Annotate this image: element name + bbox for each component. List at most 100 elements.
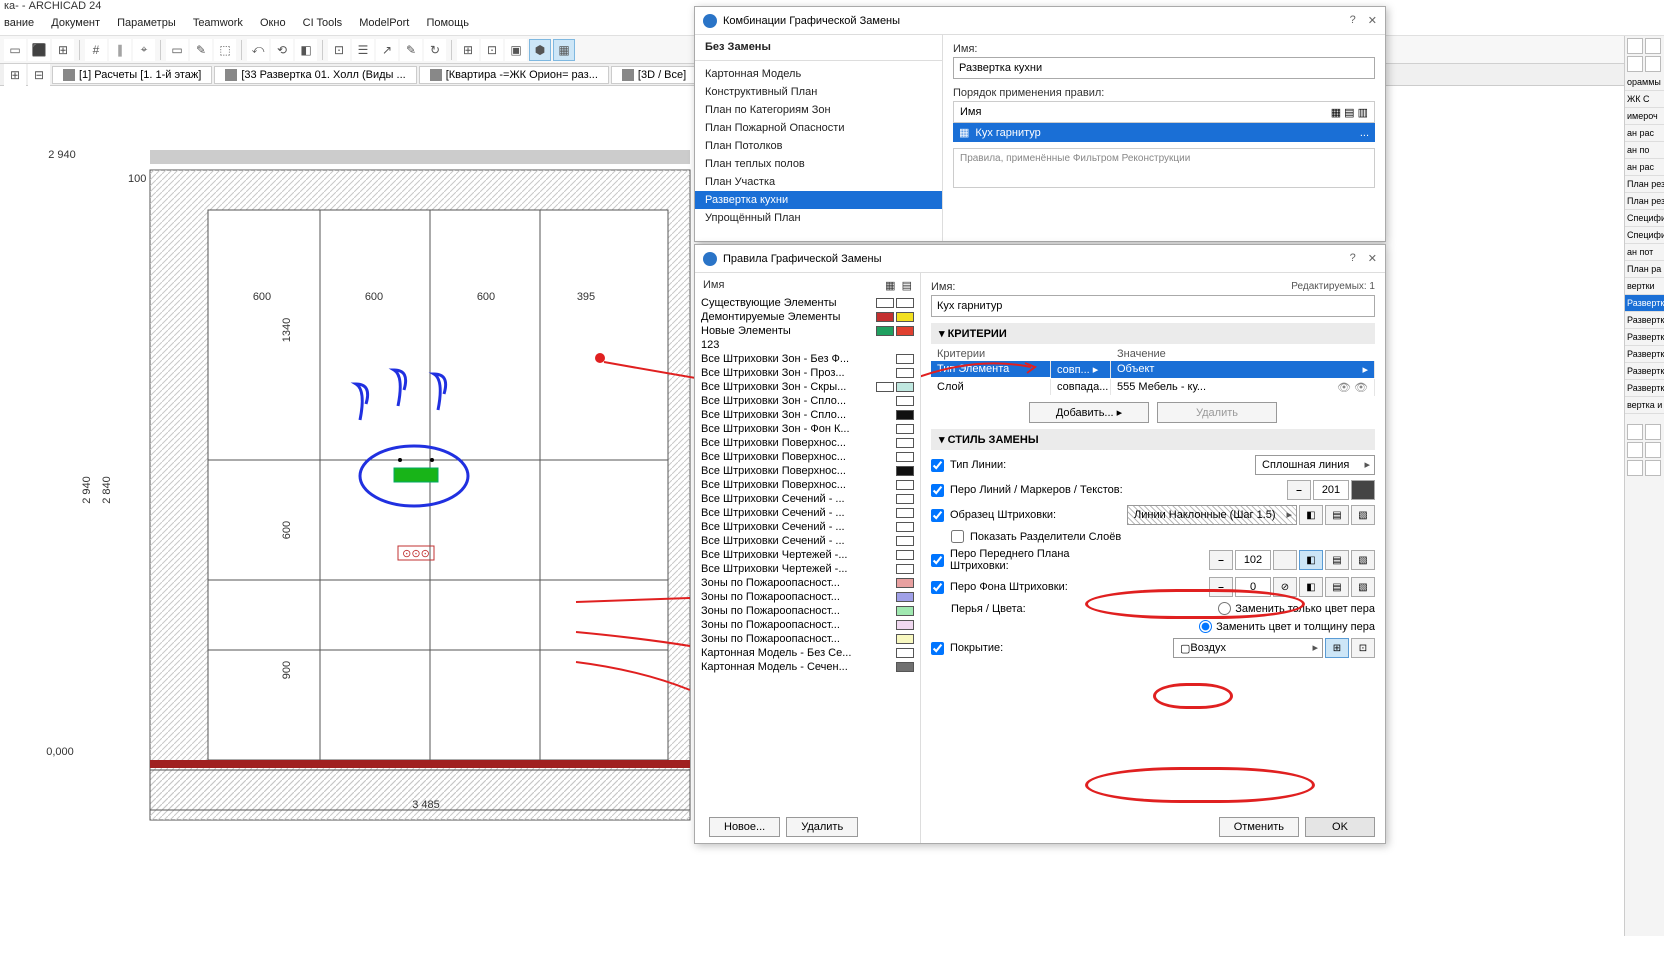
- navigator-item[interactable]: Развертк: [1625, 312, 1664, 329]
- check-fill[interactable]: [931, 509, 944, 522]
- radio-colorwidth[interactable]: [1199, 620, 1212, 633]
- delete-rule-button[interactable]: Удалить: [786, 817, 858, 837]
- tool-btn[interactable]: ↻: [424, 39, 446, 61]
- fgpen-opt[interactable]: ▧: [1351, 550, 1375, 570]
- side-icon[interactable]: [1645, 442, 1661, 458]
- menu-item[interactable]: CI Tools: [303, 17, 343, 29]
- name-input[interactable]: [953, 57, 1375, 79]
- rule-item[interactable]: Зоны по Пожароопасност...: [695, 590, 920, 604]
- ok-button[interactable]: OK: [1305, 817, 1375, 837]
- tool-btn[interactable]: ⊞: [52, 39, 74, 61]
- rule-item[interactable]: Все Штриховки Поверхнос...: [695, 436, 920, 450]
- tool-btn[interactable]: ↗: [376, 39, 398, 61]
- tool-btn[interactable]: ✎: [400, 39, 422, 61]
- navigator-item[interactable]: Развертк: [1625, 329, 1664, 346]
- section-criteria[interactable]: КРИТЕРИИ: [931, 323, 1375, 344]
- tool-btn[interactable]: ⟲: [271, 39, 293, 61]
- view-tab[interactable]: [33 Развертка 01. Холл (Виды ...: [214, 66, 416, 84]
- combination-item[interactable]: План теплых полов: [695, 155, 942, 173]
- navigator-item[interactable]: ЖК С: [1625, 91, 1664, 108]
- combination-item[interactable]: Упрощённый План: [695, 209, 942, 227]
- fgpen-value[interactable]: [1235, 550, 1271, 570]
- bgpen-icon[interactable]: ⎯: [1209, 577, 1233, 597]
- rule-item[interactable]: Все Штриховки Поверхнос...: [695, 450, 920, 464]
- tab-grid-icon[interactable]: ⊟: [28, 64, 50, 86]
- rule-item[interactable]: Все Штриховки Чертежей -...: [695, 548, 920, 562]
- navigator-item[interactable]: Развертк: [1625, 380, 1664, 397]
- combo-fill[interactable]: Линии Наклонные (Шаг 1.5): [1127, 505, 1297, 525]
- fill-opt[interactable]: ◧: [1299, 505, 1323, 525]
- rule-item[interactable]: Все Штриховки Зон - Спло...: [695, 394, 920, 408]
- rule-item[interactable]: Зоны по Пожароопасност...: [695, 618, 920, 632]
- navigator-item[interactable]: ан по: [1625, 142, 1664, 159]
- rule-item[interactable]: Все Штриховки Поверхнос...: [695, 478, 920, 492]
- combination-item[interactable]: План по Категориям Зон: [695, 101, 942, 119]
- combination-item[interactable]: Конструктивный План: [695, 83, 942, 101]
- navigator-item[interactable]: имероч: [1625, 108, 1664, 125]
- side-icon[interactable]: [1627, 38, 1643, 54]
- rule-item[interactable]: 123: [695, 338, 920, 352]
- side-icon[interactable]: [1627, 424, 1643, 440]
- tool-btn[interactable]: ⬚: [214, 39, 236, 61]
- fgpen-opt[interactable]: ▤: [1325, 550, 1349, 570]
- section-style[interactable]: СТИЛЬ ЗАМЕНЫ: [931, 429, 1375, 450]
- criteria-row[interactable]: Тип Элементасовп... ▸Объект ▸: [931, 360, 1375, 378]
- rule-item[interactable]: Все Штриховки Чертежей -...: [695, 562, 920, 576]
- criteria-row[interactable]: Слойсовпада...555 Мебель - ку... 👁 👁: [931, 378, 1375, 396]
- dialog-titlebar[interactable]: Правила Графической Замены ?✕: [695, 245, 1385, 273]
- rule-name-input[interactable]: [931, 295, 1375, 317]
- rule-item[interactable]: Все Штриховки Сечений - ...: [695, 520, 920, 534]
- rule-item[interactable]: Картонная Модель - Сечен...: [695, 660, 920, 674]
- tool-btn[interactable]: ⌖: [133, 39, 155, 61]
- navigator-item[interactable]: Развертк: [1625, 346, 1664, 363]
- side-icon[interactable]: [1627, 442, 1643, 458]
- tool-btn[interactable]: ▭: [4, 39, 26, 61]
- rule-item[interactable]: Существующие Элементы: [695, 296, 920, 310]
- rule-item[interactable]: Все Штриховки Зон - Спло...: [695, 408, 920, 422]
- rule-item[interactable]: Все Штриховки Поверхнос...: [695, 464, 920, 478]
- rule-item[interactable]: Все Штриховки Сечений - ...: [695, 492, 920, 506]
- navigator-item[interactable]: Специфи: [1625, 210, 1664, 227]
- tool-btn[interactable]: ⬛: [28, 39, 50, 61]
- rule-item[interactable]: Картонная Модель - Без Се...: [695, 646, 920, 660]
- fill-opt[interactable]: ▧: [1351, 505, 1375, 525]
- menu-item[interactable]: Параметры: [117, 17, 176, 29]
- navigator-item[interactable]: Специфи: [1625, 227, 1664, 244]
- check-penline[interactable]: [931, 484, 944, 497]
- tool-btn[interactable]: ☰: [352, 39, 374, 61]
- bgpen-color[interactable]: ⊘: [1273, 577, 1297, 597]
- tool-btn[interactable]: ✎: [190, 39, 212, 61]
- menu-item[interactable]: ModelPort: [359, 17, 409, 29]
- close-icon[interactable]: ✕: [1368, 252, 1377, 265]
- bgpen-opt[interactable]: ▧: [1351, 577, 1375, 597]
- navigator-item[interactable]: План ра: [1625, 261, 1664, 278]
- rule-item[interactable]: Зоны по Пожароопасност...: [695, 604, 920, 618]
- combination-item[interactable]: Развертка кухни: [695, 191, 942, 209]
- side-icon[interactable]: [1645, 424, 1661, 440]
- rule-item[interactable]: Все Штриховки Зон - Без Ф...: [695, 352, 920, 366]
- tab-grid-icon[interactable]: ⊞: [4, 64, 26, 86]
- tool-btn[interactable]: #: [85, 39, 107, 61]
- menu-item[interactable]: вание: [4, 17, 34, 29]
- pen-line-value[interactable]: [1313, 480, 1349, 500]
- radio-coloronly[interactable]: [1218, 602, 1231, 615]
- menu-item[interactable]: Помощь: [426, 17, 469, 29]
- navigator-item[interactable]: ан рас: [1625, 125, 1664, 142]
- rule-row-selected[interactable]: ▦Кух гарнитур...: [953, 123, 1375, 142]
- rule-item[interactable]: Все Штриховки Сечений - ...: [695, 534, 920, 548]
- bgpen-opt[interactable]: ◧: [1299, 577, 1323, 597]
- navigator-item[interactable]: План рез: [1625, 193, 1664, 210]
- check-coverage[interactable]: [931, 642, 944, 655]
- tool-btn[interactable]: ∥: [109, 39, 131, 61]
- tool-btn[interactable]: ⊡: [328, 39, 350, 61]
- tool-btn[interactable]: ⊞: [457, 39, 479, 61]
- rule-item[interactable]: Зоны по Пожароопасност...: [695, 576, 920, 590]
- tool-btn[interactable]: ⬢: [529, 39, 551, 61]
- help-icon[interactable]: ?: [1350, 252, 1356, 265]
- combination-item[interactable]: Картонная Модель: [695, 65, 942, 83]
- view-tab[interactable]: [1] Расчеты [1. 1-й этаж]: [52, 66, 212, 84]
- check-linetype[interactable]: [931, 459, 944, 472]
- add-criteria-button[interactable]: Добавить... ▸: [1029, 402, 1149, 423]
- pen-color[interactable]: [1351, 480, 1375, 500]
- navigator-item[interactable]: Развертк: [1625, 295, 1664, 312]
